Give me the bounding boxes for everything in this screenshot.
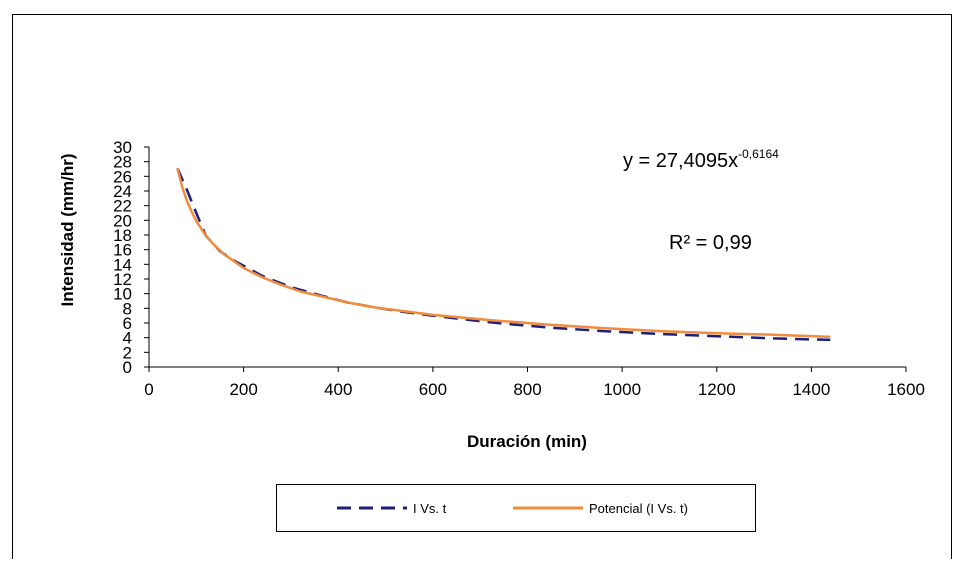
y-tick-label: 2 [123,343,132,362]
x-tick-label: 400 [324,380,352,399]
legend-item-series-2: Potencial (I Vs. t) [513,497,688,519]
equation-base: y = 27,4095x [623,150,738,172]
legend-label-series-1: I Vs. t [413,500,447,516]
trendline-equation: y = 27,4095x-0,6164 [623,147,779,172]
y-tick-label: 0 [123,358,132,377]
y-tick-label: 4 [123,329,132,348]
y-tick-label: 6 [123,314,132,333]
series-line-1 [176,167,831,342]
y-tick-label: 20 [113,211,132,230]
y-tick-label: 12 [113,270,132,289]
y-tick-label: 8 [123,299,132,318]
y-axis-title: Intensidad (mm/hr) [58,153,77,306]
r-squared-label: R² = 0,99 [669,232,752,254]
y-tick-label: 22 [113,197,132,216]
y-tick-label: 16 [113,241,132,260]
solid-line-swatch-icon [513,506,583,510]
legend-item-series-1: I Vs. t [337,497,446,519]
legend-label-series-2: Potencial (I Vs. t) [589,500,688,516]
x-axis-ticks: 0 200 400 600 800 1000 1200 1400 1600 [144,367,925,399]
x-tick-label: 800 [513,380,541,399]
series-layer [176,167,831,342]
x-tick-label: 600 [419,380,447,399]
x-tick-label: 1000 [603,380,641,399]
equation-exponent: -0,6164 [738,147,779,161]
x-tick-label: 1600 [887,380,925,399]
dashed-line-swatch-icon [337,506,407,510]
chart-frame [12,14,952,559]
y-tick-label: 10 [113,285,132,304]
legend: I Vs. t Potencial (I Vs. t) [276,484,756,532]
y-tick-label: 30 [113,138,132,157]
y-tick-label: 24 [113,182,132,201]
y-tick-label: 28 [113,153,132,172]
x-tick-label: 1400 [792,380,830,399]
y-tick-label: 14 [113,255,132,274]
series-line-2 [176,167,831,339]
x-tick-label: 200 [229,380,257,399]
x-axis-title: Duración (min) [467,432,587,451]
y-tick-label: 26 [113,167,132,186]
y-tick-label: 18 [113,226,132,245]
x-tick-label: 1200 [698,380,736,399]
x-tick-label: 0 [144,380,153,399]
